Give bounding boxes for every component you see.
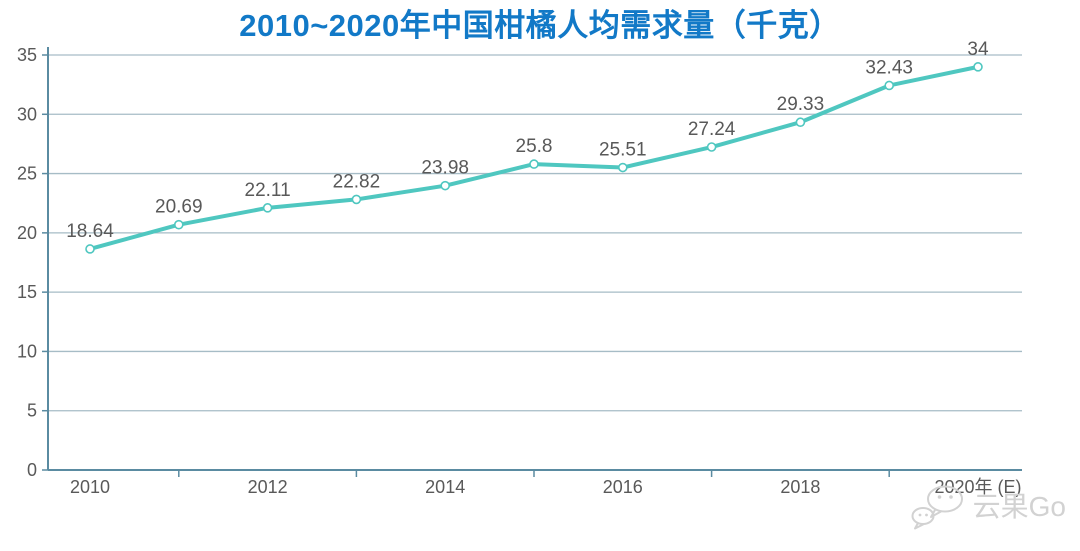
data-point xyxy=(262,203,273,213)
data-point-label: 22.11 xyxy=(245,180,291,201)
data-point-label: 22.82 xyxy=(333,171,381,192)
data-point-label: 20.69 xyxy=(155,197,203,218)
data-point xyxy=(706,142,717,152)
data-point xyxy=(85,244,95,254)
y-tick-label: 5 xyxy=(27,401,37,421)
x-tick-label: 2018 xyxy=(780,477,820,497)
data-point-label: 25.8 xyxy=(516,136,553,157)
x-tick-label: 2020年 (E) xyxy=(934,477,1021,497)
x-tick-label: 2010 xyxy=(70,477,110,497)
data-point-label: 27.24 xyxy=(688,119,736,140)
data-point xyxy=(973,62,983,72)
y-tick-label: 20 xyxy=(17,223,37,243)
data-point xyxy=(529,159,539,169)
data-point xyxy=(617,162,628,173)
data-point-label: 25.51 xyxy=(599,140,647,161)
x-tick-label: 2016 xyxy=(603,477,643,497)
data-point xyxy=(440,180,451,191)
data-line xyxy=(88,64,980,251)
data-point-label: 29.33 xyxy=(777,94,825,115)
y-tick-label: 35 xyxy=(17,45,37,65)
y-tick-label: 30 xyxy=(17,104,37,124)
y-tick-label: 0 xyxy=(27,460,37,480)
data-point xyxy=(174,219,184,230)
y-tick-label: 25 xyxy=(17,164,37,184)
data-point xyxy=(351,194,362,205)
data-point-label: 23.98 xyxy=(421,158,469,179)
y-tick-label: 15 xyxy=(17,282,37,302)
data-point-label: 18.64 xyxy=(66,221,114,242)
data-point-label: 32.43 xyxy=(865,57,913,78)
x-tick-label: 2012 xyxy=(248,477,288,497)
data-point xyxy=(884,80,895,91)
chart-title: 2010~2020年中国柑橘人均需求量（千克） xyxy=(239,8,841,43)
data-point xyxy=(795,117,806,128)
x-tick-label: 2014 xyxy=(425,477,465,497)
y-tick-label: 10 xyxy=(17,341,37,361)
data-point-label: 34 xyxy=(967,39,989,60)
